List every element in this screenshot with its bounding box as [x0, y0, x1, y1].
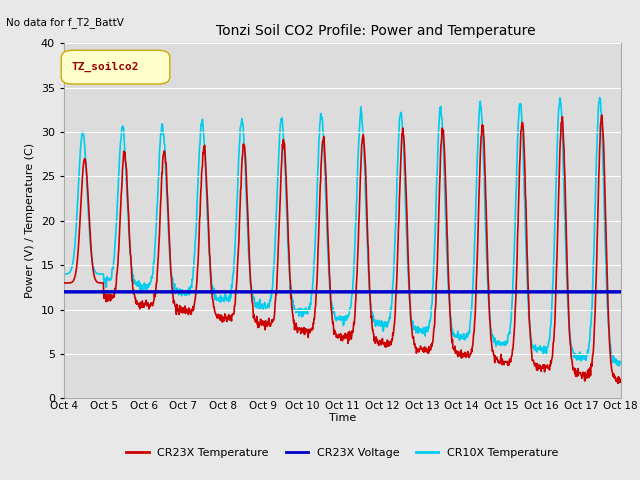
FancyBboxPatch shape	[61, 50, 170, 84]
Legend: CR23X Temperature, CR23X Voltage, CR10X Temperature: CR23X Temperature, CR23X Voltage, CR10X …	[122, 443, 563, 462]
Title: Tonzi Soil CO2 Profile: Power and Temperature: Tonzi Soil CO2 Profile: Power and Temper…	[216, 24, 536, 38]
Y-axis label: Power (V) / Temperature (C): Power (V) / Temperature (C)	[26, 143, 35, 299]
X-axis label: Time: Time	[329, 413, 356, 422]
Text: No data for f_T2_BattV: No data for f_T2_BattV	[6, 17, 124, 28]
Text: TZ_soilco2: TZ_soilco2	[71, 62, 139, 72]
